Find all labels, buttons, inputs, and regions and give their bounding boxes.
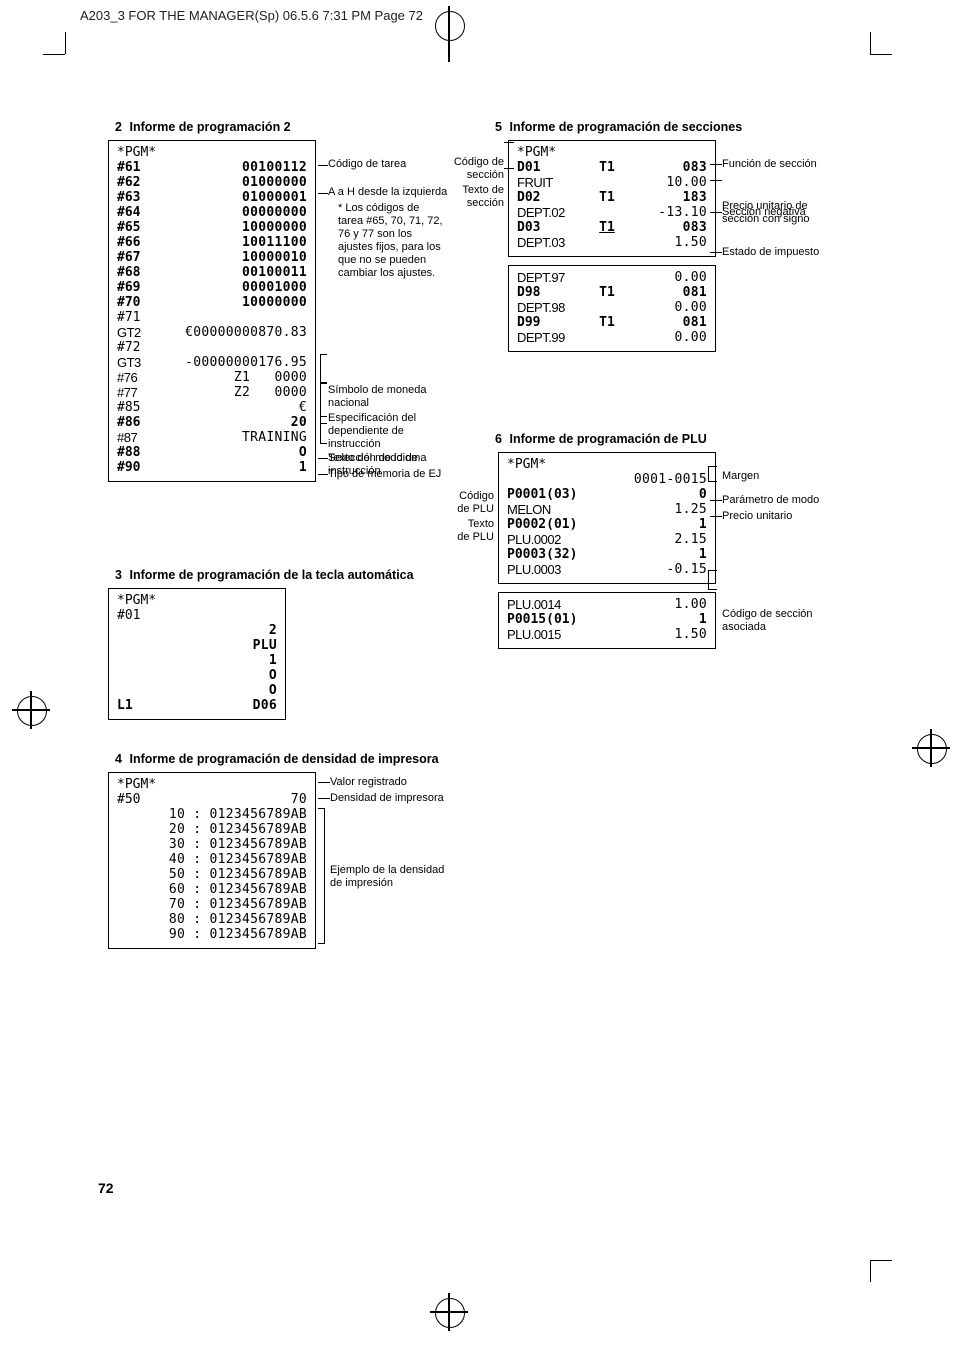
annotation: Estado de impuesto [722,246,819,258]
receipt-boxes: *PGM*D01T1083FRUIT10.00D02T1183DEPT.02-1… [508,140,708,352]
section-title-text: Informe de programación de densidad de i… [129,752,438,766]
section-number: 6 [488,432,502,446]
section-title: 4 Informe de programación de densidad de… [108,752,439,766]
annotation: Valor registrado [330,776,407,788]
section-title-text: Informe de programación de PLU [509,432,706,446]
section-title-text: Informe de programación de la tecla auto… [129,568,413,582]
section-title-text: Informe de programación 2 [129,120,290,134]
section-number: 4 [108,752,122,766]
page-header: A203_3 FOR THE MANAGER(Sp) 06.5.6 7:31 P… [80,8,423,23]
receipt-box: *PGM*#507010 : 0123456789AB20 : 01234567… [108,772,316,949]
receipt-box: *PGM*#012PLU1OOL1D06 [108,588,286,720]
header-text: A203_3 FOR THE MANAGER(Sp) 06.5.6 7:31 P… [80,8,423,23]
annotation: A a H desde la izquierda [328,186,447,198]
annotation: Margen [722,470,759,482]
annotation: Densidad de impresora [330,792,444,804]
section-number: 5 [488,120,502,134]
left-label: Texto de sección [444,184,504,210]
receipt-box: *PGM*#6100100112#6201000000#6301000001#6… [108,140,316,482]
left-label: Código de sección [444,156,504,182]
section-title: 2 Informe de programación 2 [108,120,322,134]
left-label: Código de PLU [444,490,494,516]
receipt-boxes: *PGM*0001-0015P0001(03)0MELON1.25P0002(0… [498,452,708,649]
annotation: Código de tarea [328,158,406,170]
annotation: Función de sección [722,158,817,170]
section-number: 2 [108,120,122,134]
registration-target [12,691,50,729]
section-number: 3 [108,568,122,582]
registration-target [430,6,468,44]
page-number: 72 [98,1180,114,1196]
registration-target [912,729,950,767]
left-label: Texto de PLU [444,518,494,544]
annotation: Ejemplo de la densidad de impresión [330,864,480,890]
annotation: Sección negativa [722,206,806,218]
section-title: 3 Informe de programación de la tecla au… [108,568,414,582]
annotation: Parámetro de modo [722,494,819,506]
annotation: Código de sección asociada [722,608,813,633]
annotation: Precio unitario [722,510,792,522]
section-title-text: Informe de programación de secciones [509,120,742,134]
section-title: 6 Informe de programación de PLU [488,432,714,446]
annotation: Selección de idioma [328,452,426,464]
annotation: Tipo de memoria de EJ [328,468,441,480]
section-title: 5 Informe de programación de secciones [488,120,742,134]
registration-target [430,1293,468,1331]
